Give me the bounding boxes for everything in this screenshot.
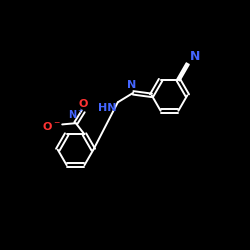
Text: N: N [127,80,136,90]
Text: N$^+$: N$^+$ [68,108,84,122]
Text: O$^-$: O$^-$ [42,120,61,132]
Text: O: O [78,99,88,109]
Text: HN: HN [98,104,116,114]
Text: N: N [190,50,200,62]
